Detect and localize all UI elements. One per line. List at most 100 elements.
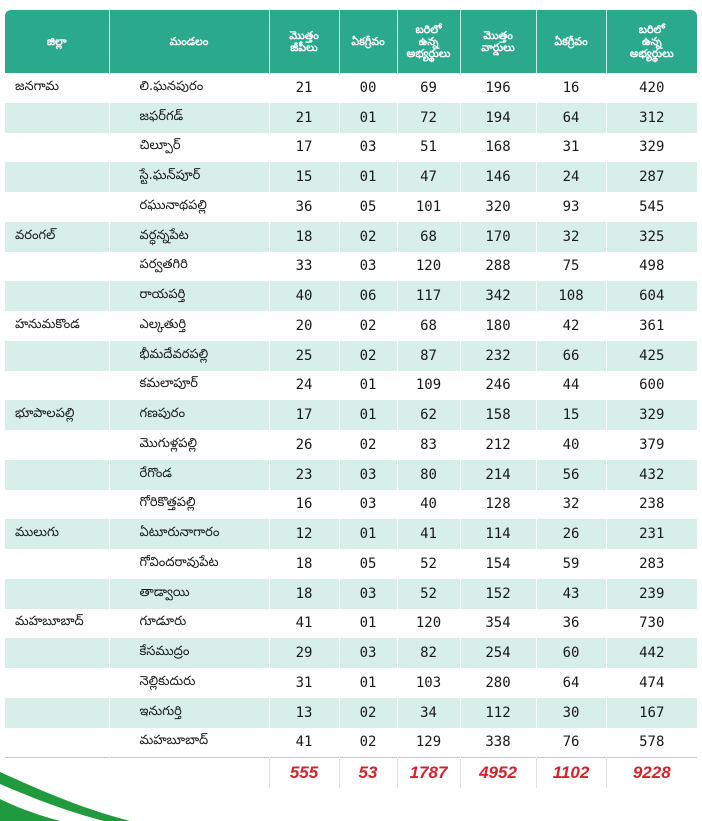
contesting-candidates-cell: 62 <box>396 400 460 430</box>
mandal-cell: లి.ఘనపురం <box>108 73 269 103</box>
mandal-cell: కమలాపూర్ <box>108 370 269 401</box>
table-row: జఫర్‌గడ్ 21 01 72 194 64 312 <box>5 102 697 133</box>
contesting-ward-candidates-cell: 600 <box>605 370 697 401</box>
total-wards-cell: 232 <box>459 340 536 371</box>
unanimous-wards-cell: 59 <box>535 549 606 579</box>
mandal-header: మండలం <box>108 10 269 73</box>
total-wards-total: 4952 <box>459 757 536 789</box>
totals-row: 555 53 1787 4952 1102 9228 <box>5 757 697 789</box>
total-wards-cell: 212 <box>459 430 536 460</box>
mandal-cell: రఘునాథపల్లి <box>108 192 269 222</box>
table-row: ములుగు ఏటూరునాగారం 12 01 41 114 26 231 <box>5 519 697 549</box>
table-row: రేగొండ 23 03 80 214 56 432 <box>5 459 697 490</box>
table-header: జిల్లా మండలం మొత్తం జీపీలు ఏకగ్రీవం బరిలో ఉన్న… <box>5 10 697 73</box>
mandal-cell: గూడూరు <box>108 608 269 639</box>
unanimous-panchayats-cell: 01 <box>338 162 397 192</box>
total-panchayats-cell: 31 <box>268 668 339 698</box>
header-line: మండలం <box>169 34 209 48</box>
mandal-cell: మొగుళ్లపల్లి <box>108 430 269 460</box>
unanimous-wards-cell: 32 <box>535 221 606 252</box>
total-panchayats-header: మొత్తం జీపీలు <box>268 10 339 73</box>
contesting-ward-candidates-cell: 239 <box>605 578 697 609</box>
contesting-candidates-cell: 68 <box>396 221 460 252</box>
mandal-cell: ఎల్కతుర్తి <box>108 311 269 341</box>
district-cell <box>5 578 109 609</box>
contesting-candidates-cell: 68 <box>396 311 460 341</box>
table-row: రఘునాథపల్లి 36 05 101 320 93 545 <box>5 192 697 222</box>
contesting-candidates-cell: 40 <box>396 489 460 520</box>
district-cell: భూపాలపల్లి <box>5 400 109 430</box>
mandal-cell: గోవిందరావుపేట <box>108 549 269 579</box>
total-panchayats-cell: 13 <box>268 697 339 728</box>
table-row: మహబూబాద్ గూడూరు 41 01 120 354 36 730 <box>5 608 697 639</box>
unanimous-panchayats-cell: 03 <box>338 638 397 668</box>
total-wards-cell: 194 <box>459 102 536 133</box>
unanimous-wards-cell: 31 <box>535 132 606 163</box>
total-wards-cell: 288 <box>459 251 536 282</box>
district-cell <box>5 430 109 460</box>
unanimous-wards-cell: 64 <box>535 102 606 133</box>
contesting-candidates-cell: 52 <box>396 549 460 579</box>
total-panchayats-cell: 23 <box>268 459 339 490</box>
unanimous-panchayats-cell: 02 <box>338 430 397 460</box>
district-cell <box>5 549 109 579</box>
contesting-ward-candidates-cell: 312 <box>605 102 697 133</box>
contesting-candidates-header: బరిలో ఉన్న అభ్యర్థులు <box>396 10 460 73</box>
unanimous-wards-cell: 15 <box>535 400 606 430</box>
total-wards-cell: 320 <box>459 192 536 222</box>
table-body: జనగామ లి.ఘనపురం 21 00 69 196 16 420 జఫర్‌గడ్ 21 01… <box>5 73 697 758</box>
unanimous-wards-cell: 44 <box>535 370 606 401</box>
total-wards-cell: 338 <box>459 727 536 758</box>
header-line: ఉన్న <box>641 34 662 48</box>
total-wards-cell: 342 <box>459 281 536 311</box>
district-cell <box>5 132 109 163</box>
mandal-cell: కేసముద్రం <box>108 638 269 668</box>
total-panchayats-cell: 41 <box>268 727 339 758</box>
unanimous-panchayats-cell: 01 <box>338 519 397 549</box>
contesting-candidates-cell: 41 <box>396 519 460 549</box>
district-cell: హనుమకొండ <box>5 311 109 341</box>
table-row: భీమదేవరపల్లి 25 02 87 232 66 425 <box>5 340 697 371</box>
contesting-ward-candidates-cell: 604 <box>605 281 697 311</box>
total-wards-cell: 146 <box>459 162 536 192</box>
unanimous-panchayats-cell: 00 <box>338 73 397 103</box>
mandal-cell: ఏటూరునాగారం <box>108 519 269 549</box>
district-cell <box>5 697 109 728</box>
total-wards-cell: 246 <box>459 370 536 401</box>
district-cell <box>5 638 109 668</box>
total-panchayats-cell: 15 <box>268 162 339 192</box>
table-row: మహబూబాద్ 41 02 129 338 76 578 <box>5 727 697 758</box>
mandal-cell: భీమదేవరపల్లి <box>108 340 269 371</box>
table-row: చిల్పూర్ 17 03 51 168 31 329 <box>5 132 697 163</box>
header-line: అభ్యర్థులు <box>629 46 674 60</box>
totals-blank-cell <box>109 757 269 789</box>
header-line: వార్డులు <box>481 40 515 54</box>
contesting-ward-candidates-header: బరిలో ఉన్న అభ్యర్థులు <box>605 10 697 73</box>
unanimous-wards-cell: 24 <box>535 162 606 192</box>
contesting-candidates-cell: 120 <box>396 251 460 282</box>
total-panchayats-cell: 41 <box>268 608 339 639</box>
total-panchayats-cell: 18 <box>268 221 339 252</box>
total-wards-cell: 196 <box>459 73 536 103</box>
contesting-candidates-cell: 34 <box>396 697 460 728</box>
unanimous-wards-cell: 30 <box>535 697 606 728</box>
unanimous-panchayats-cell: 01 <box>338 400 397 430</box>
district-cell <box>5 192 109 222</box>
total-panchayats-cell: 21 <box>268 102 339 133</box>
total-wards-cell: 114 <box>459 519 536 549</box>
total-wards-cell: 280 <box>459 668 536 698</box>
contesting-candidates-cell: 109 <box>396 370 460 401</box>
header-row: జిల్లా మండలం మొత్తం జీపీలు ఏకగ్రీవం బరిలో ఉన్న… <box>5 10 697 73</box>
unanimous-panchayats-cell: 02 <box>338 311 397 341</box>
unanimous-wards-cell: 93 <box>535 192 606 222</box>
district-cell <box>5 281 109 311</box>
mandal-cell: జఫర్‌గడ్ <box>108 102 269 133</box>
mandal-cell: గోరికొత్తపల్లి <box>108 489 269 520</box>
total-wards-cell: 180 <box>459 311 536 341</box>
contesting-ward-candidates-cell: 498 <box>605 251 697 282</box>
total-wards-cell: 168 <box>459 132 536 163</box>
contesting-ward-candidates-cell: 238 <box>605 489 697 520</box>
unanimous-wards-cell: 56 <box>535 459 606 490</box>
district-cell <box>5 340 109 371</box>
unanimous-wards-cell: 60 <box>535 638 606 668</box>
